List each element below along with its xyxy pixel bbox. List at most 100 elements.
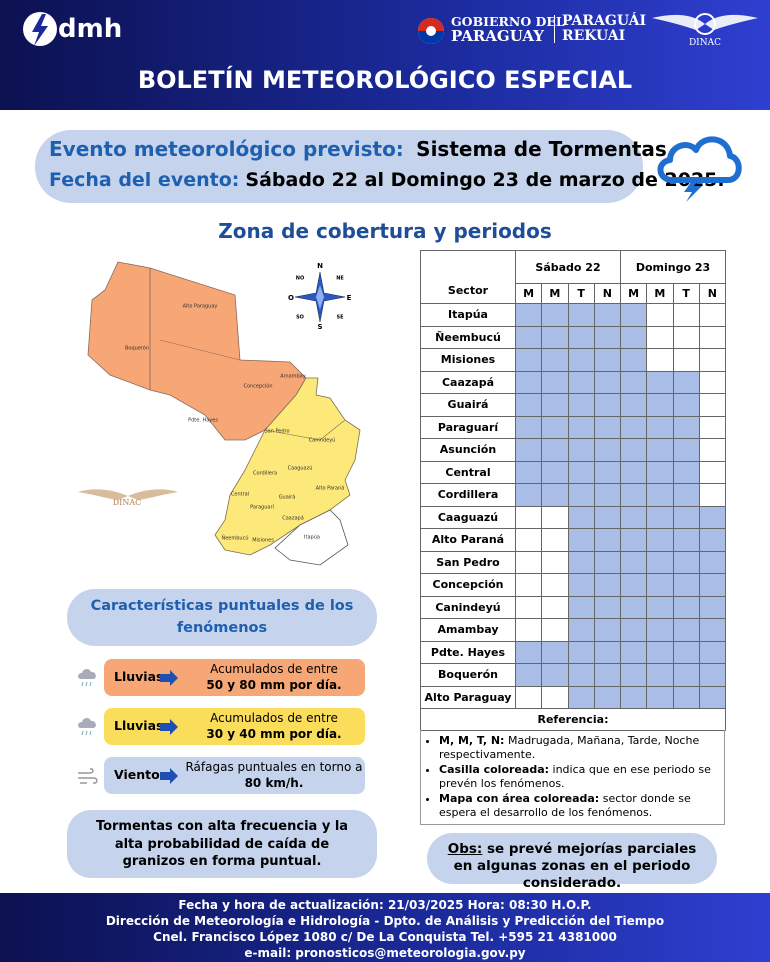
- obs-box: Obs: se prevé mejorías parciales en algu…: [427, 833, 717, 891]
- item-label: Lluvias: [114, 718, 164, 733]
- period-cell: [646, 370, 674, 394]
- period-cell: [567, 415, 595, 439]
- period-cell: [541, 528, 569, 552]
- period-cell: [593, 618, 622, 642]
- sector: Cordillera: [420, 483, 516, 507]
- period-cell: [672, 438, 700, 462]
- period-cell: [514, 640, 543, 664]
- period-cell: [514, 348, 543, 372]
- period-cell: [646, 640, 674, 664]
- period-cell: [593, 393, 622, 417]
- reference-term: M, M, T, N:: [439, 734, 505, 747]
- gov-line: GOBIERNO DEL: [451, 14, 565, 29]
- period-header: N: [593, 283, 622, 304]
- section-title: Zona de cobertura y periodos: [218, 219, 552, 243]
- period-header: T: [567, 283, 595, 304]
- period-cell: [567, 640, 595, 664]
- table-row: Misiones: [420, 348, 727, 372]
- period-cell: [619, 640, 648, 664]
- footer-line: Fecha y hora de actualización: 21/03/202…: [178, 898, 592, 912]
- coverage-table: Sábado 22 Domingo 23 Sector M M T N M M T N Itapúa Ñ…: [420, 250, 727, 731]
- arrow-shape: [160, 768, 178, 784]
- period-cell: [541, 303, 569, 327]
- period-cell: [646, 573, 674, 597]
- period-cell: [698, 505, 727, 529]
- reference-list: M, M, T, N: Madrugada, Mañana, Tarde, No…: [421, 734, 724, 820]
- rain: [81, 730, 92, 736]
- obs-label: Obs:: [447, 841, 483, 857]
- day-header: Domingo 23: [620, 250, 726, 284]
- period-cell: [541, 595, 569, 619]
- table-row: Canindeyú: [420, 595, 727, 619]
- sector: Amambay: [420, 618, 516, 642]
- period-cell: [593, 505, 622, 529]
- period-cell: [619, 460, 648, 484]
- sector: Alto Paraná: [420, 528, 516, 552]
- period-cell: [593, 460, 622, 484]
- characteristics-title: Características puntuales de los fenómen…: [90, 598, 354, 636]
- period-cell: [593, 370, 622, 394]
- arrow: [160, 719, 178, 735]
- compass-label: SO: [296, 315, 304, 321]
- period-cell: [698, 550, 727, 574]
- reference-item: Casilla coloreada: indica que en ese per…: [439, 763, 724, 791]
- region-label: Boquerón: [125, 345, 149, 352]
- period-cell: [646, 460, 674, 484]
- compass-label: O: [288, 294, 294, 302]
- period-cell: [514, 595, 543, 619]
- note: Tormentas con alta frecuencia y la alta …: [95, 819, 349, 869]
- period-cell: [646, 550, 674, 574]
- period-cell: [619, 348, 648, 372]
- period-cell: [698, 438, 727, 462]
- arrow-shape: [160, 719, 178, 735]
- compass-label: E: [347, 294, 352, 302]
- period-cell: [593, 640, 622, 664]
- region-label: Central: [231, 492, 249, 498]
- period-cell: [567, 303, 595, 327]
- event-box: Evento meteorológico previsto: Sistema d…: [35, 130, 725, 203]
- header: dmh GOBIERNO DEL PARAGUAY PARAGUÁI REKUAI …: [0, 0, 770, 110]
- arrow-shape: [160, 670, 178, 686]
- period-cell: [514, 393, 543, 417]
- period-cell: [567, 573, 595, 597]
- period-cell: [698, 595, 727, 619]
- period-cell: [646, 505, 674, 529]
- footer-line: e-mail: pronosticos@meteorologia.gov.py: [244, 946, 526, 960]
- grid: Sábado 22 Domingo 23 Sector M M T N M M T N Itapúa Ñ…: [420, 250, 727, 731]
- map-watermark-wings: [78, 489, 178, 500]
- region-label: Amambay: [280, 374, 305, 380]
- table-row: Pdte. Hayes: [420, 640, 727, 664]
- compass: [294, 271, 346, 323]
- period-cell: [541, 550, 569, 574]
- region-label: Misiones: [252, 538, 274, 544]
- dmh-icon: [23, 12, 57, 46]
- gov-line: REKUAI: [562, 28, 626, 44]
- compass-label: NE: [336, 276, 344, 282]
- period-cell: [619, 303, 648, 327]
- period-cell: [541, 483, 569, 507]
- region-label: Caaguazú: [288, 465, 313, 472]
- period-cell: [672, 348, 700, 372]
- dinac-label: DINAC: [688, 38, 722, 48]
- table-row: Asunción: [420, 438, 727, 462]
- period-cell: [593, 348, 622, 372]
- period-cell: [514, 370, 543, 394]
- table-row: Caaguazú: [420, 505, 727, 529]
- period-cell: [672, 370, 700, 394]
- period-cell: [567, 348, 595, 372]
- period-cell: [672, 685, 700, 709]
- period-header: M: [514, 283, 543, 304]
- period-cell: [646, 348, 674, 372]
- day-row: Sábado 22 Domingo 23: [420, 250, 726, 284]
- sector: Misiones: [420, 348, 516, 372]
- region-label: Caazapá: [282, 515, 304, 522]
- period-cell: [593, 415, 622, 439]
- period-cell: [567, 685, 595, 709]
- reference-text: Madrugada, Mañana, Tarde, Noche respecti…: [439, 734, 700, 761]
- sector: Guairá: [420, 393, 516, 417]
- region-label: Concepción: [243, 383, 272, 390]
- border: [264, 419, 346, 441]
- sector: Concepción: [420, 573, 516, 597]
- period-header: M: [619, 283, 648, 304]
- border: [159, 339, 241, 361]
